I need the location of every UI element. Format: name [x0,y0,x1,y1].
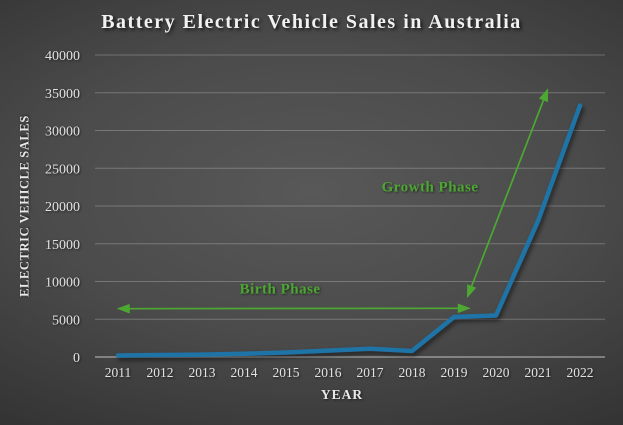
y-tick-label: 20000 [45,200,80,215]
x-tick-label: 2017 [357,365,384,380]
x-tick-label: 2022 [567,365,594,380]
annotation-label: Birth Phase [240,281,321,297]
sales-line-series [115,103,583,358]
chart-title: Battery Electric Vehicle Sales in Austra… [101,11,522,33]
x-tick-label: 2016 [315,365,342,380]
x-tick-label: 2011 [105,365,132,380]
arrowhead [467,284,477,299]
arrowhead [457,303,471,314]
x-tick-label: 2014 [231,365,258,380]
x-tick-label: 2015 [273,365,300,380]
x-tick-label: 2018 [399,365,426,380]
x-tick-label: 2012 [147,365,174,380]
y-tick-label: 5000 [52,313,80,328]
y-tick-label: 0 [73,351,80,366]
arrowhead [538,88,549,103]
arrowhead [116,303,130,314]
y-tick-label: 30000 [45,125,80,140]
y-tick-label: 15000 [45,238,80,253]
y-tick-label: 35000 [45,87,80,102]
x-tick-label: 2021 [525,365,552,380]
annotation-label: Growth Phase [382,179,479,195]
y-tick-label: 10000 [45,276,80,291]
x-axis-title: YEAR [320,387,364,402]
x-tick-label: 2020 [483,365,510,380]
x-tick-label: 2013 [189,365,216,380]
x-tick-label: 2019 [441,365,468,380]
y-tick-label: 40000 [45,49,80,64]
annotation-arrow-shaft [467,91,548,295]
y-tick-label: 25000 [45,162,80,177]
